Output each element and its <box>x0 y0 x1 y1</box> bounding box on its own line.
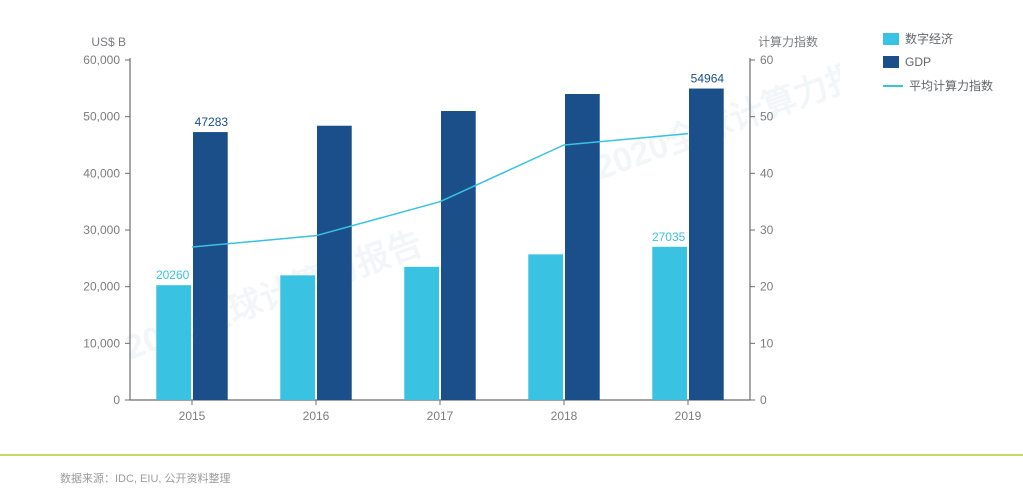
bar-digital-economy <box>280 275 315 400</box>
x-tick-label: 2017 <box>427 409 454 423</box>
footer: 数据来源：IDC, EIU, 公开资料整理 <box>0 454 1023 500</box>
y-left-tick-label: 20,000 <box>83 280 120 294</box>
legend-item-compute_index: 平均计算力指数 <box>883 77 993 94</box>
y-right-tick-label: 40 <box>760 166 774 180</box>
data-label: 47283 <box>195 115 229 129</box>
y-right-tick-label: 60 <box>760 53 774 67</box>
y-left-tick-label: 10,000 <box>83 336 120 350</box>
chart-container: 2020全球计算力报告2020全球计算力报告010,00020,00030,00… <box>40 20 840 440</box>
y-right-tick-label: 30 <box>760 223 774 237</box>
bar-digital-economy <box>404 267 439 400</box>
legend-label: 数字经济 <box>905 30 953 47</box>
legend: 数字经济 GDP 平均计算力指数 <box>883 30 993 102</box>
bar-gdp <box>689 89 724 400</box>
x-tick-label: 2019 <box>675 409 702 423</box>
bar-gdp <box>441 111 476 400</box>
chart-svg: 2020全球计算力报告2020全球计算力报告010,00020,00030,00… <box>40 20 840 440</box>
y-left-tick-label: 0 <box>113 393 120 407</box>
legend-item-digital_economy: 数字经济 <box>883 30 993 47</box>
legend-swatch-icon <box>883 56 899 68</box>
bar-gdp <box>565 94 600 400</box>
y-right-tick-label: 50 <box>760 110 774 124</box>
bar-digital-economy <box>652 247 687 400</box>
x-tick-label: 2016 <box>303 409 330 423</box>
y-right-tick-label: 20 <box>760 280 774 294</box>
data-label: 20260 <box>156 268 190 282</box>
x-tick-label: 2018 <box>551 409 578 423</box>
y-right-tick-label: 0 <box>760 393 767 407</box>
bar-digital-economy <box>156 285 191 400</box>
bar-gdp <box>317 126 352 400</box>
bar-digital-economy <box>528 254 563 400</box>
y-right-tick-label: 10 <box>760 336 774 350</box>
footer-source-text: 数据来源：IDC, EIU, 公开资料整理 <box>60 473 231 485</box>
legend-item-gdp: GDP <box>883 55 993 69</box>
y-left-tick-label: 50,000 <box>83 110 120 124</box>
data-label: 54964 <box>691 72 725 86</box>
bar-gdp <box>193 132 228 400</box>
data-label: 27035 <box>652 230 686 244</box>
y-left-tick-label: 60,000 <box>83 53 120 67</box>
y-left-tick-label: 40,000 <box>83 166 120 180</box>
y-left-tick-label: 30,000 <box>83 223 120 237</box>
legend-label: GDP <box>905 55 931 69</box>
legend-label: 平均计算力指数 <box>909 77 993 94</box>
x-tick-label: 2015 <box>179 409 206 423</box>
y-right-axis-label: 计算力指数 <box>758 34 818 49</box>
legend-line-icon <box>883 85 903 87</box>
legend-swatch-icon <box>883 33 899 45</box>
y-left-axis-label: US$ B <box>91 35 126 49</box>
